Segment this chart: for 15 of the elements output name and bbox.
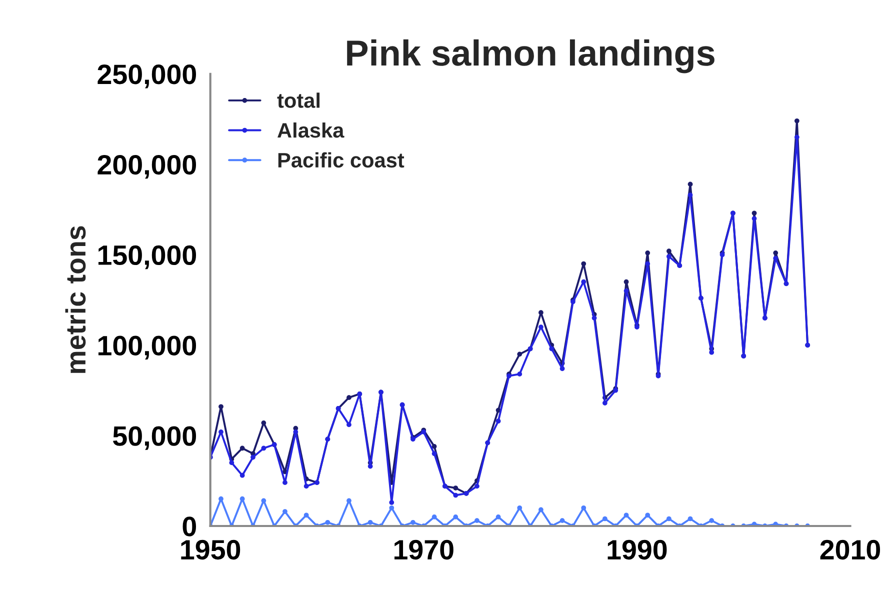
y-tick-label: 250,000: [98, 64, 196, 88]
x-tick-label: 2010: [820, 540, 880, 560]
legend-label: Pacific coast: [278, 152, 404, 168]
y-tick-label: 50,000: [113, 426, 196, 450]
x-tick-label: 1990: [608, 540, 667, 560]
y-tick-label: 200,000: [98, 154, 196, 179]
y-tick-label: 0: [182, 516, 196, 536]
legend-label: total: [277, 92, 320, 108]
y-tick-label: 150,000: [98, 245, 196, 270]
chart-title: Pink salmon landings: [347, 39, 714, 74]
y-axis-title: metric tons: [65, 226, 86, 373]
x-tick-label: 1970: [394, 540, 454, 560]
x-tick-label: 1950: [181, 540, 240, 560]
y-tick-label: 100,000: [98, 336, 196, 360]
legend-label: Alaska: [278, 122, 344, 138]
